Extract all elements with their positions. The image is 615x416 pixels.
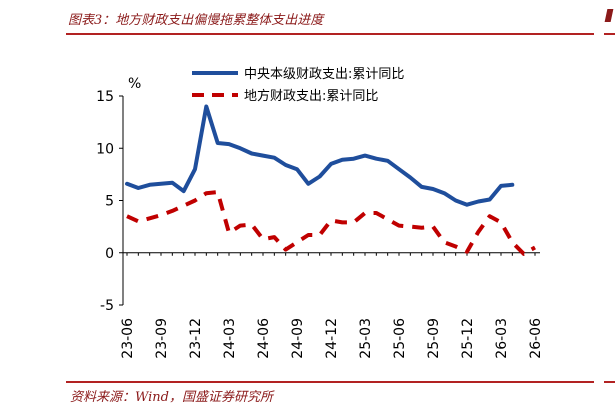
y-tick-label: 0 bbox=[105, 246, 114, 262]
chart-series bbox=[125, 104, 536, 256]
x-tick-label: 24-09 bbox=[290, 318, 306, 359]
x-tick-label: 26-06 bbox=[528, 318, 544, 359]
central-expenditure-line bbox=[125, 104, 515, 207]
chart-axes bbox=[119, 95, 540, 306]
y-tick-label: 10 bbox=[96, 141, 114, 157]
y-axis-unit-label: % bbox=[128, 76, 141, 92]
x-tick-label: 25-12 bbox=[460, 318, 476, 359]
bottom-divider-right bbox=[604, 381, 615, 383]
chart-title: 图表3：地方财政支出偏慢拖累整体支出进度 bbox=[68, 13, 324, 28]
x-tick-label: 23-12 bbox=[188, 318, 204, 359]
source-note: 资料来源：Wind，国盛证券研究所 bbox=[70, 390, 273, 405]
y-tick-label: 5 bbox=[105, 194, 114, 210]
x-tick-label: 25-03 bbox=[358, 318, 374, 359]
legend-label: 中央本级财政支出:累计同比 bbox=[244, 67, 404, 82]
chart-labels: 15 10 5 0 -5% 23-06 23-09 23-12 24-03 24-06 24-09 2… bbox=[96, 76, 544, 359]
top-divider-right bbox=[604, 33, 615, 35]
x-tick-label: 24-06 bbox=[256, 318, 272, 359]
x-tick-label: 23-06 bbox=[120, 318, 136, 359]
bottom-divider bbox=[66, 381, 594, 383]
x-tick-label: 24-03 bbox=[222, 318, 238, 359]
y-tick-label: -5 bbox=[100, 298, 114, 314]
x-tick-label: 23-09 bbox=[154, 318, 170, 359]
local-expenditure-line bbox=[126, 190, 536, 256]
top-divider bbox=[66, 33, 594, 35]
x-tick-label: 24-12 bbox=[324, 318, 340, 359]
y-tick-label: 15 bbox=[96, 89, 114, 105]
legend-label: 地方财政支出:累计同比 bbox=[244, 88, 378, 104]
x-tick-label: 25-09 bbox=[426, 318, 442, 359]
x-tick-label: 26-03 bbox=[494, 318, 510, 359]
x-tick-label: 25-06 bbox=[392, 318, 408, 359]
